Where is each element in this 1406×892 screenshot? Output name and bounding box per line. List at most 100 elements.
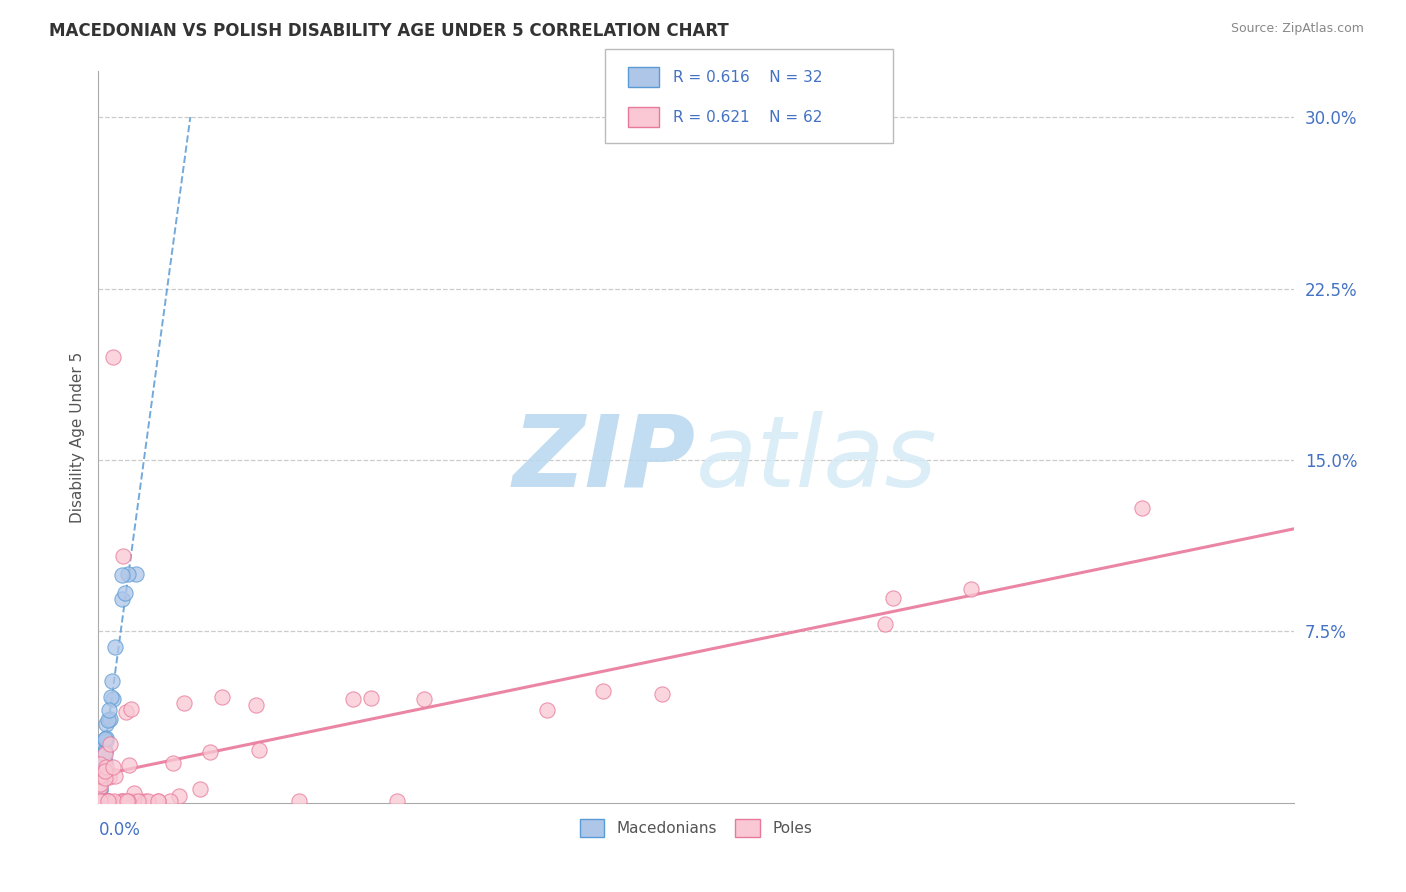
Point bbox=[98, 702, 121, 716]
Point bbox=[90, 769, 112, 783]
Point bbox=[115, 793, 138, 807]
Point bbox=[122, 786, 145, 800]
Point bbox=[146, 793, 169, 807]
Text: Source: ZipAtlas.com: Source: ZipAtlas.com bbox=[1230, 22, 1364, 36]
Point bbox=[96, 733, 118, 747]
Point bbox=[112, 793, 135, 807]
Point bbox=[385, 793, 408, 807]
Point bbox=[89, 793, 111, 807]
Text: ZIP: ZIP bbox=[513, 410, 696, 508]
Point bbox=[188, 781, 211, 796]
Point bbox=[342, 691, 364, 706]
Point bbox=[93, 753, 115, 767]
Point bbox=[592, 684, 614, 698]
Point bbox=[162, 756, 184, 771]
Point bbox=[651, 687, 673, 701]
Point bbox=[94, 793, 117, 807]
Point bbox=[118, 758, 141, 772]
Point bbox=[211, 690, 233, 704]
Point bbox=[90, 757, 112, 772]
Text: R = 0.616    N = 32: R = 0.616 N = 32 bbox=[673, 70, 823, 85]
Point bbox=[117, 793, 139, 807]
Point bbox=[125, 567, 148, 582]
Point bbox=[1130, 500, 1153, 515]
Point bbox=[96, 760, 118, 774]
Point bbox=[96, 793, 118, 807]
Point bbox=[94, 731, 117, 745]
Text: atlas: atlas bbox=[696, 410, 938, 508]
Point bbox=[94, 747, 117, 761]
Point bbox=[360, 691, 382, 706]
Point bbox=[93, 793, 115, 807]
Point bbox=[94, 717, 117, 731]
Point bbox=[89, 776, 111, 790]
Point bbox=[134, 793, 156, 807]
Point bbox=[101, 673, 124, 688]
Point bbox=[89, 772, 111, 787]
Point bbox=[89, 793, 111, 807]
Text: R = 0.621    N = 62: R = 0.621 N = 62 bbox=[673, 110, 823, 125]
Point bbox=[94, 732, 117, 747]
Point bbox=[89, 782, 111, 797]
Point bbox=[90, 792, 112, 806]
Point bbox=[247, 743, 270, 757]
Point bbox=[97, 713, 120, 727]
Point bbox=[104, 768, 127, 782]
Point bbox=[97, 793, 120, 807]
Point bbox=[89, 793, 111, 807]
Point bbox=[245, 698, 267, 712]
Point bbox=[97, 793, 120, 807]
Point bbox=[111, 568, 134, 582]
Point bbox=[89, 783, 111, 797]
Point bbox=[91, 734, 114, 748]
Point bbox=[101, 760, 124, 774]
Point bbox=[103, 793, 125, 807]
Point bbox=[89, 776, 111, 790]
Point bbox=[413, 691, 436, 706]
Point bbox=[89, 793, 111, 807]
Point bbox=[89, 776, 111, 790]
Point bbox=[94, 744, 117, 758]
Point bbox=[98, 737, 121, 751]
Point bbox=[89, 757, 111, 772]
Point bbox=[173, 696, 195, 710]
Point bbox=[882, 591, 904, 606]
Point bbox=[103, 692, 125, 706]
Point bbox=[98, 712, 121, 726]
Y-axis label: Disability Age Under 5: Disability Age Under 5 bbox=[69, 351, 84, 523]
Point bbox=[90, 792, 112, 806]
Point bbox=[960, 582, 983, 597]
Point bbox=[167, 789, 190, 803]
Point bbox=[98, 793, 121, 807]
Point bbox=[94, 771, 117, 785]
Point bbox=[148, 793, 170, 807]
Point bbox=[114, 706, 136, 720]
Point bbox=[536, 703, 558, 717]
Point bbox=[100, 690, 122, 705]
Point bbox=[89, 769, 111, 783]
Point bbox=[111, 793, 134, 807]
Point bbox=[124, 793, 146, 807]
Point bbox=[111, 549, 134, 563]
Point bbox=[111, 591, 134, 606]
Point bbox=[90, 770, 112, 784]
Point bbox=[288, 793, 311, 807]
Point bbox=[127, 793, 149, 807]
Text: MACEDONIAN VS POLISH DISABILITY AGE UNDER 5 CORRELATION CHART: MACEDONIAN VS POLISH DISABILITY AGE UNDE… bbox=[49, 22, 728, 40]
Point bbox=[198, 745, 221, 759]
Point bbox=[873, 616, 896, 631]
Point bbox=[159, 793, 181, 807]
Legend: Macedonians, Poles: Macedonians, Poles bbox=[574, 813, 818, 843]
Point bbox=[89, 780, 111, 795]
Point bbox=[94, 764, 117, 778]
Text: 0.0%: 0.0% bbox=[98, 821, 141, 839]
Point bbox=[136, 793, 159, 807]
Point bbox=[110, 793, 132, 807]
Point bbox=[129, 793, 152, 807]
Point bbox=[94, 755, 117, 769]
Point bbox=[97, 770, 120, 784]
Point bbox=[104, 640, 127, 654]
Point bbox=[120, 702, 142, 716]
Point bbox=[114, 586, 136, 600]
Point bbox=[93, 745, 115, 759]
